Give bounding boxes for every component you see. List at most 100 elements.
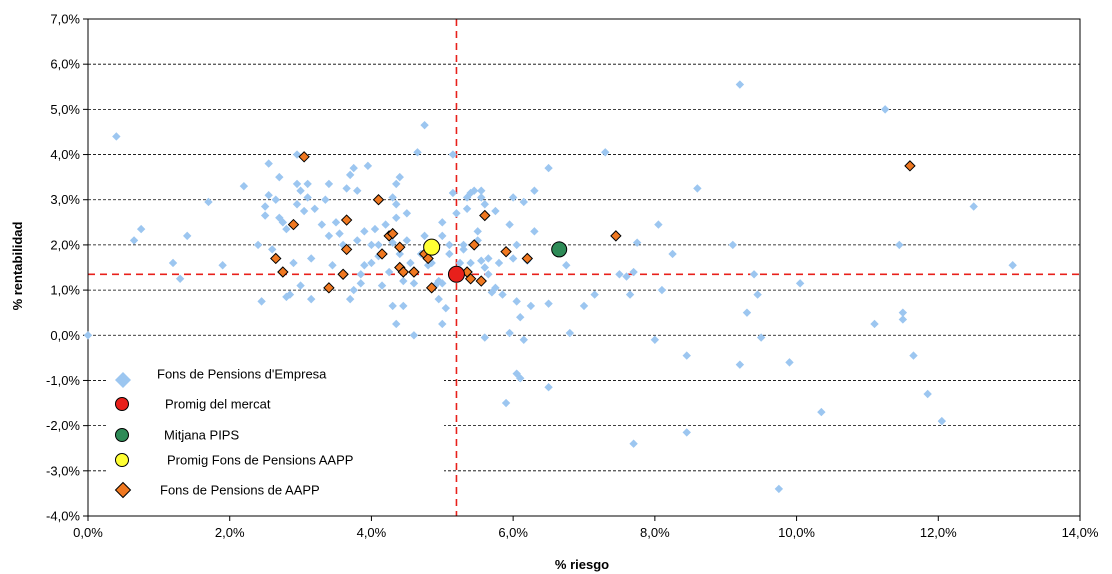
data-point-fons-empresa — [392, 200, 401, 209]
data-point-fons-empresa — [923, 389, 932, 399]
legend-label: Promig del mercat — [165, 397, 271, 412]
data-point-fons-empresa — [452, 209, 461, 218]
data-point-fons-empresa — [909, 351, 918, 360]
data-point-fons-aapp — [376, 248, 388, 260]
data-point-fons-empresa — [445, 249, 454, 259]
data-point-fons-aapp — [337, 268, 349, 280]
data-point-fons-empresa — [505, 328, 514, 338]
data-point-fons-empresa — [392, 179, 401, 189]
data-point-fons-empresa — [388, 301, 397, 311]
data-point-fons-empresa — [491, 206, 500, 216]
data-point-fons-empresa — [409, 331, 419, 340]
data-point-fons-empresa — [590, 290, 599, 299]
x-tick-label: 4,0% — [357, 525, 387, 540]
data-point-fons-empresa — [505, 220, 514, 229]
y-tick-label: -3,0% — [46, 463, 80, 478]
data-point-fons-empresa — [480, 333, 489, 342]
data-point-fons-empresa — [601, 148, 610, 157]
data-point-fons-empresa — [349, 285, 358, 295]
legend-item-fons-empresa: Fons de Pensions d'Empresa — [115, 367, 327, 388]
data-point-fons-empresa — [399, 276, 408, 286]
data-point-fons-aapp — [521, 252, 534, 265]
legend-label: Fons de Pensions d'Empresa — [157, 367, 327, 382]
data-point-fons-empresa — [402, 236, 412, 245]
data-point-fons-empresa — [969, 202, 978, 211]
data-point-fons-empresa — [937, 416, 947, 426]
data-point-fons-aapp — [425, 282, 438, 294]
legend: Fons de Pensions d'Empresa Promig del mer… — [106, 358, 444, 510]
data-point-fons-empresa — [402, 209, 412, 218]
data-point-fons-empresa — [516, 313, 525, 322]
legend-item-promig-mercat: Promig del mercat — [115, 397, 271, 412]
data-point-fons-empresa — [367, 240, 376, 250]
data-point-fons-aapp — [323, 282, 335, 294]
x-tick-label: 6,0% — [498, 525, 528, 540]
legend-background — [106, 358, 444, 510]
data-point-fons-empresa — [579, 301, 589, 311]
data-point-fons-aapp — [479, 209, 491, 222]
data-point-fons-empresa — [693, 184, 702, 193]
data-point-fons-aapp — [277, 266, 289, 278]
data-point-fons-empresa — [735, 360, 745, 369]
legend-marker — [115, 428, 129, 442]
data-point-fons-empresa — [282, 224, 291, 234]
data-point-fons-empresa — [544, 163, 553, 173]
data-point-fons-empresa — [434, 294, 443, 304]
data-point-fons-empresa — [349, 163, 358, 173]
data-point-fons-empresa — [307, 254, 316, 263]
data-point-fons-empresa — [253, 240, 263, 250]
data-point-fons-empresa — [544, 383, 553, 392]
data-point-fons-empresa — [345, 294, 355, 304]
data-point-fons-empresa — [491, 283, 500, 293]
data-point-fons-empresa — [353, 236, 362, 245]
data-point-fons-empresa — [753, 290, 762, 299]
y-tick-label: 7,0% — [50, 12, 80, 27]
x-tick-label: 0,0% — [73, 525, 103, 540]
data-point-fons-aapp — [408, 266, 420, 278]
data-point-fons-empresa — [168, 258, 178, 268]
x-tick-label: 12,0% — [920, 525, 957, 540]
data-point-fons-empresa — [438, 279, 447, 288]
data-point-fons-empresa — [384, 267, 394, 277]
data-point-fons-empresa — [682, 351, 691, 360]
data-point-fons-empresa — [409, 279, 419, 288]
data-point-fons-aapp — [394, 241, 406, 253]
data-point-fons-empresa — [622, 272, 631, 281]
data-point-fons-empresa — [469, 186, 479, 195]
data-point-fons-empresa — [530, 227, 539, 236]
data-point-fons-empresa — [260, 211, 270, 220]
data-point-fons-empresa — [898, 315, 908, 324]
data-point-fons-empresa — [477, 256, 486, 265]
data-point-fons-empresa — [526, 301, 536, 311]
legend-label: Promig Fons de Pensions AAPP — [167, 453, 353, 468]
y-tick-label: 5,0% — [50, 102, 80, 117]
data-point-fons-empresa — [508, 254, 518, 263]
data-point-fons-empresa — [296, 186, 305, 195]
data-point-fons-empresa — [795, 279, 805, 288]
data-point-fons-empresa — [438, 231, 447, 241]
data-point-fons-empresa — [183, 231, 192, 241]
y-tick-label: -4,0% — [46, 509, 80, 524]
data-point-fons-empresa — [455, 258, 465, 268]
data-point-fons-empresa — [508, 193, 518, 202]
data-point-fons-empresa — [303, 179, 312, 189]
data-point-fons-empresa — [264, 191, 273, 200]
data-point-fons-empresa — [239, 181, 249, 191]
data-point-fons-empresa — [289, 258, 298, 268]
data-point-fons-empresa — [381, 220, 390, 229]
data-point-fons-empresa — [448, 150, 458, 159]
data-point-fons-empresa — [1008, 261, 1017, 270]
data-point-fons-aapp — [468, 239, 480, 251]
data-point-fons-empresa — [392, 213, 401, 222]
data-point-fons-empresa — [448, 188, 458, 198]
data-point-fons-empresa — [374, 240, 383, 250]
data-point-fons-aapp — [475, 275, 487, 287]
data-point-fons-empresa — [654, 220, 663, 229]
data-point-fons-empresa — [494, 258, 504, 268]
legend-marker — [115, 372, 131, 388]
data-point-fons-empresa — [353, 186, 362, 195]
data-point-fons-empresa — [629, 267, 638, 277]
data-point-fons-empresa — [360, 227, 369, 236]
data-point-fons-empresa — [399, 301, 408, 311]
